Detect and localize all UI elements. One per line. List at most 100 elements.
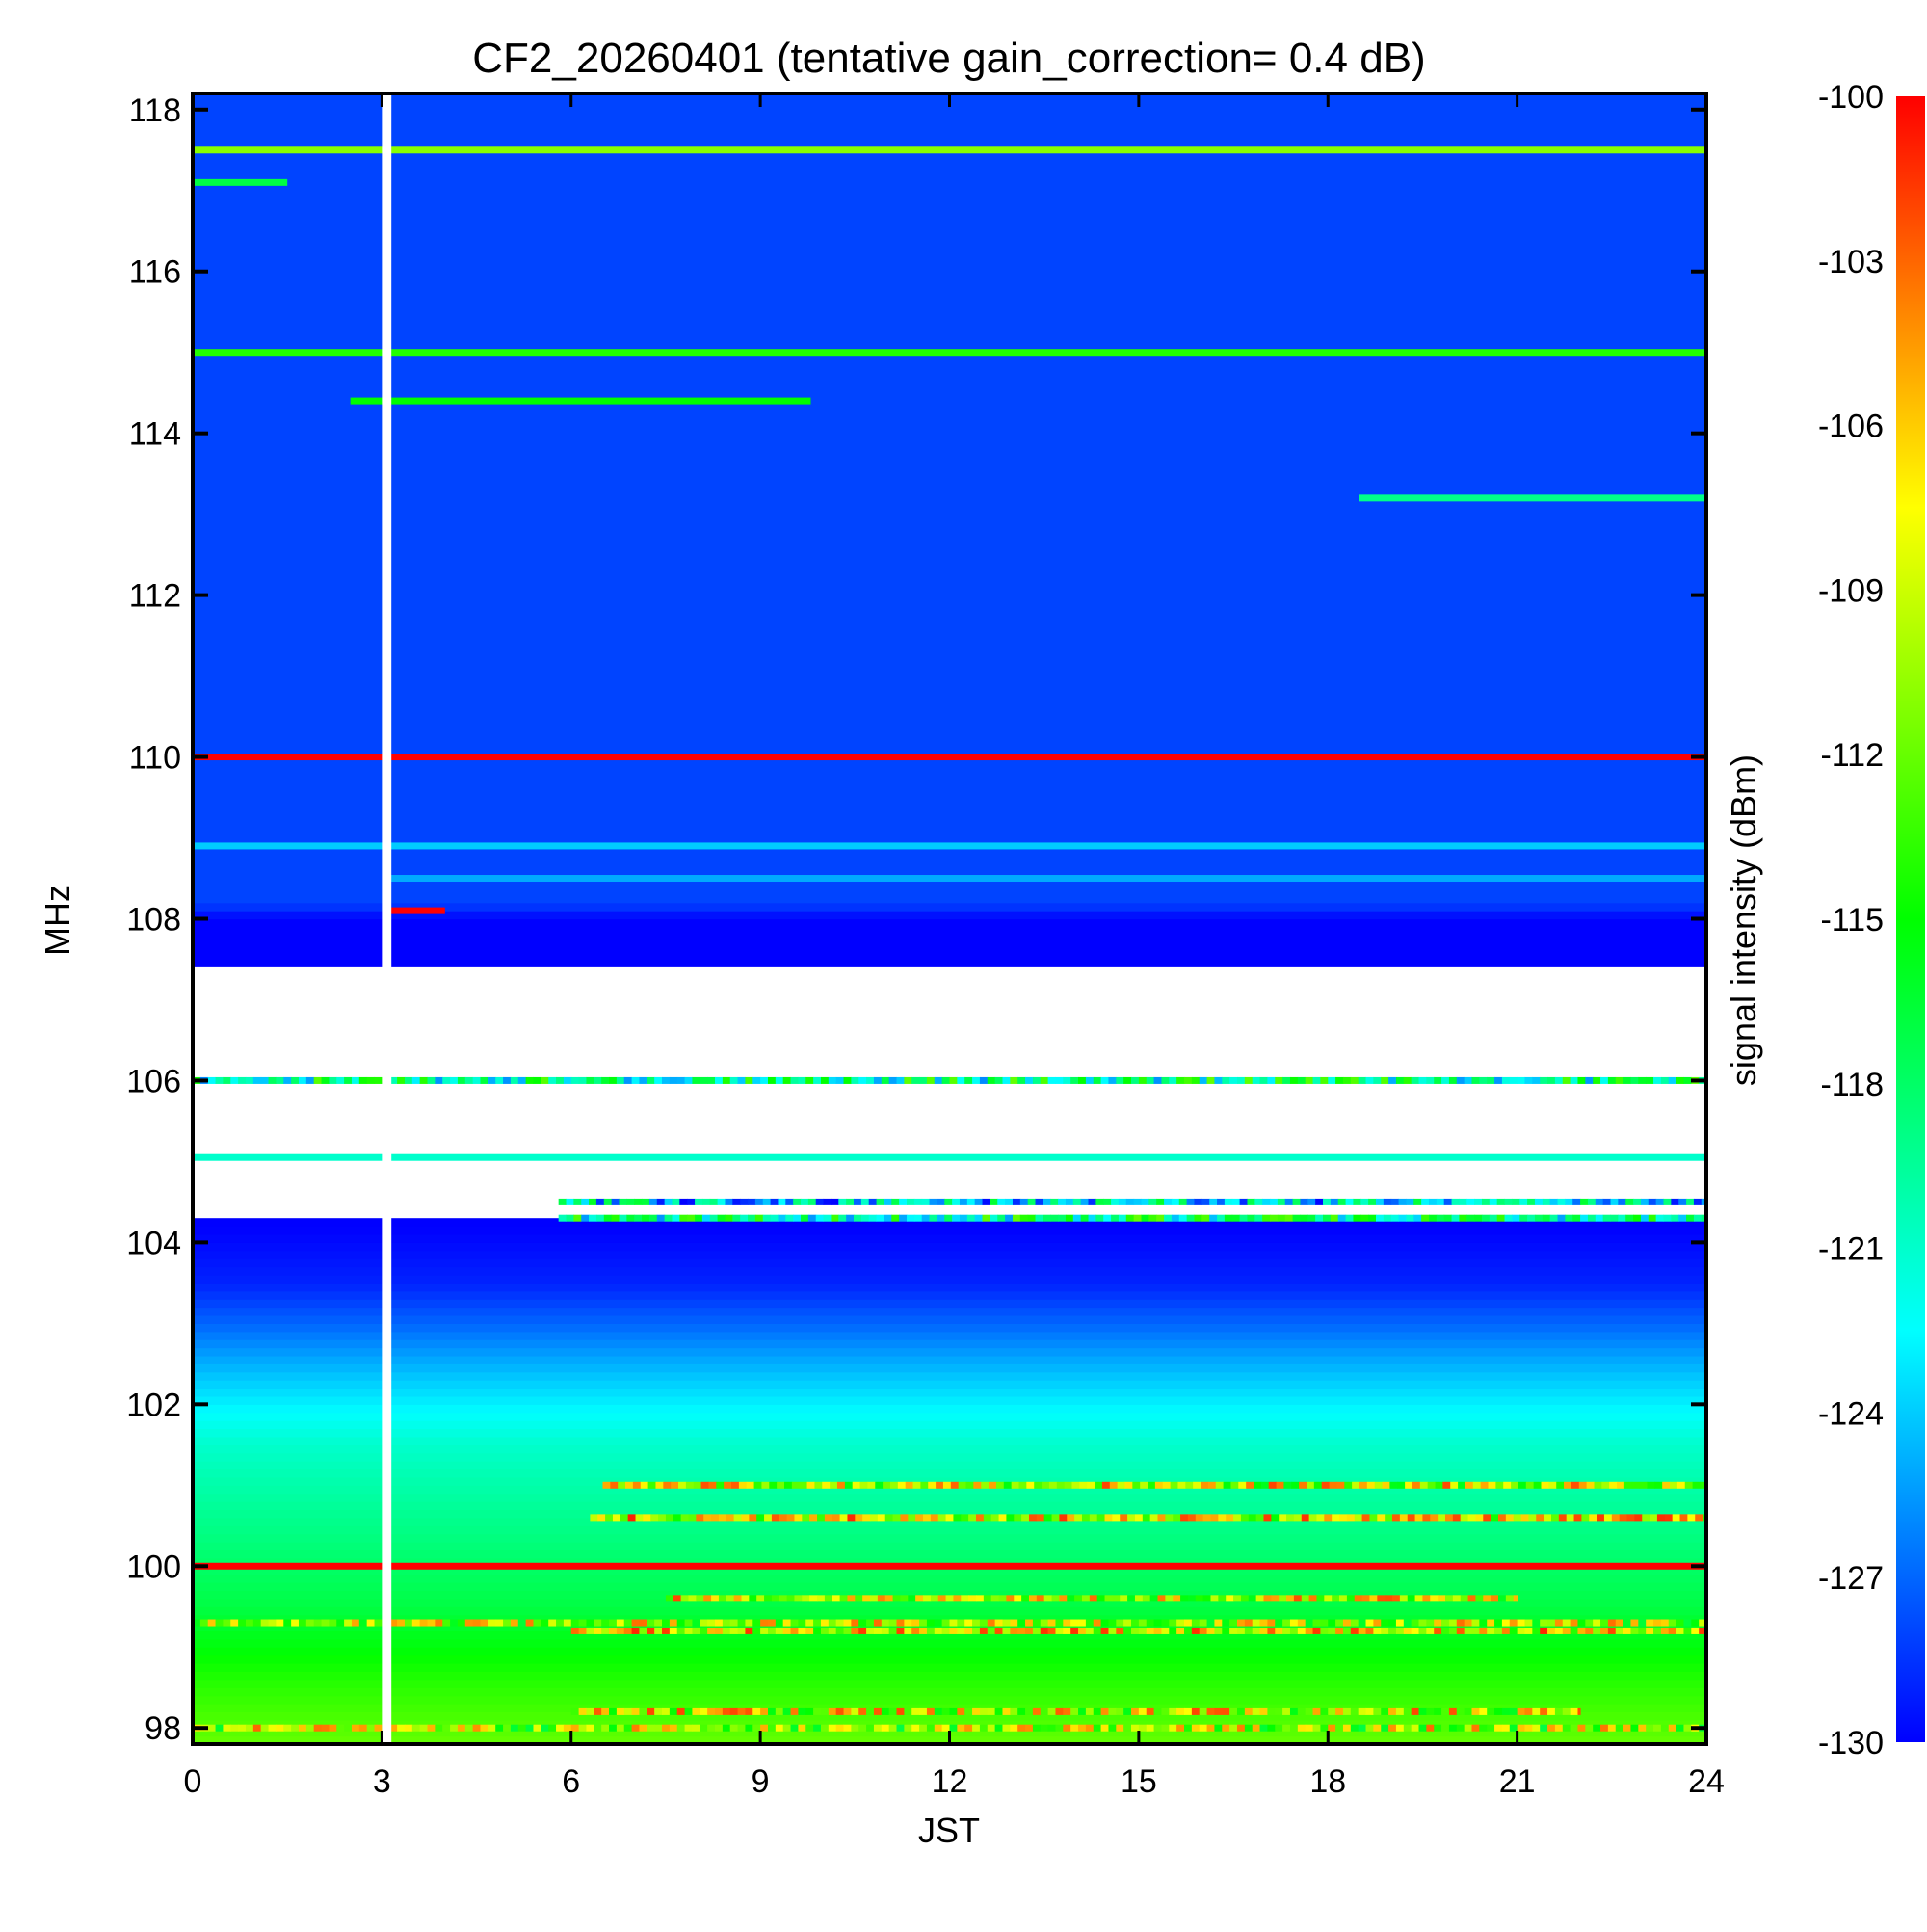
station-segment	[1562, 1619, 1571, 1627]
station-segment	[1389, 1481, 1398, 1489]
station-segment	[1206, 1627, 1215, 1634]
station-segment	[305, 1724, 315, 1732]
station-segment	[1382, 1481, 1390, 1489]
station-segment	[1042, 1481, 1050, 1489]
station-segment	[1051, 1514, 1060, 1522]
station-segment	[1672, 1514, 1681, 1522]
station-segment	[995, 1481, 1005, 1489]
x-axis-label: JST	[918, 1811, 980, 1850]
station-segment	[597, 1514, 606, 1522]
station-segment	[994, 1619, 1003, 1627]
station-segment	[669, 1076, 678, 1084]
station-segment	[737, 1076, 746, 1084]
station-segment	[397, 1724, 406, 1732]
station-segment	[1513, 1595, 1518, 1602]
station-segment	[867, 1481, 876, 1489]
station-segment	[937, 1595, 947, 1602]
station-segment	[707, 1724, 716, 1732]
station-segment	[1368, 1214, 1377, 1222]
station-segment	[1224, 1198, 1233, 1205]
station-segment	[1259, 1707, 1268, 1715]
station-segment	[1184, 1076, 1193, 1084]
station-segment	[934, 1076, 943, 1084]
colorbar-tick-label: -106	[1818, 409, 1884, 445]
station-segment	[662, 1627, 671, 1634]
station-segment	[1570, 1076, 1578, 1084]
station-segment	[517, 1076, 527, 1084]
station-line	[387, 907, 445, 914]
station-segment	[223, 1724, 231, 1732]
station-segment	[1226, 1514, 1234, 1522]
station-segment	[533, 1724, 541, 1732]
station-segment	[1328, 1724, 1336, 1732]
station-segment	[1164, 1198, 1173, 1205]
station-segment	[1360, 1214, 1369, 1222]
noise-band	[193, 724, 1706, 733]
station-segment	[1123, 1724, 1132, 1732]
station-segment	[934, 1627, 943, 1634]
station-segment	[990, 1514, 1000, 1522]
station-line	[350, 397, 811, 405]
station-segment	[1070, 1627, 1079, 1634]
station-segment	[1040, 1627, 1049, 1634]
station-segment	[1081, 1595, 1091, 1602]
station-segment	[329, 1724, 337, 1732]
station-segment	[1195, 1514, 1204, 1522]
station-segment	[1236, 1724, 1246, 1732]
station-segment	[1032, 1619, 1042, 1627]
station-segment	[1668, 1724, 1677, 1732]
station-segment	[722, 1707, 731, 1715]
station-segment	[1496, 1214, 1506, 1222]
station-segment	[1123, 1619, 1132, 1627]
station-segment	[707, 1707, 716, 1715]
station-segment	[1335, 1076, 1344, 1084]
station-segment	[1527, 1214, 1536, 1222]
station-segment	[1656, 1514, 1666, 1522]
station-segment	[1699, 1619, 1706, 1627]
station-segment	[888, 1707, 898, 1715]
station-segment	[896, 1619, 905, 1627]
station-segment	[450, 1724, 459, 1732]
station-segment	[899, 1198, 908, 1205]
noise-band	[193, 497, 1706, 507]
station-segment	[639, 1619, 647, 1627]
station-segment	[1096, 1514, 1106, 1522]
station-segment	[586, 1076, 594, 1084]
station-segment	[979, 1707, 989, 1715]
station-segment	[1297, 1619, 1307, 1627]
station-segment	[1176, 1619, 1185, 1627]
station-segment	[1019, 1214, 1029, 1222]
noise-band	[193, 837, 1706, 847]
noise-band	[193, 635, 1706, 645]
station-segment	[987, 1627, 996, 1634]
station-segment	[1648, 1214, 1657, 1222]
station-segment	[1210, 1514, 1219, 1522]
noise-band	[193, 1380, 1706, 1389]
station-segment	[1418, 1076, 1427, 1084]
station-segment	[1120, 1595, 1128, 1602]
station-segment	[1146, 1707, 1155, 1715]
station-segment	[1141, 1214, 1149, 1222]
station-segment	[1063, 1724, 1071, 1732]
station-segment	[1517, 1627, 1525, 1634]
station-segment	[881, 1724, 890, 1732]
station-segment	[905, 1481, 914, 1489]
station-segment	[679, 1198, 688, 1205]
station-segment	[838, 1214, 847, 1222]
noise-band	[193, 708, 1706, 718]
station-segment	[1165, 1595, 1174, 1602]
station-segment	[1683, 1619, 1692, 1627]
noise-band	[193, 845, 1706, 855]
station-segment	[684, 1076, 693, 1084]
station-segment	[802, 1514, 810, 1522]
station-segment	[1336, 1481, 1345, 1489]
station-segment	[1557, 1214, 1566, 1222]
station-segment	[464, 1619, 474, 1627]
station-segment	[820, 1627, 830, 1634]
station-segment	[1255, 1595, 1264, 1602]
colorbar-tick-label: -112	[1820, 737, 1884, 774]
station-segment	[1456, 1076, 1465, 1084]
station-segment	[1085, 1076, 1095, 1084]
station-segment	[1194, 1198, 1202, 1205]
